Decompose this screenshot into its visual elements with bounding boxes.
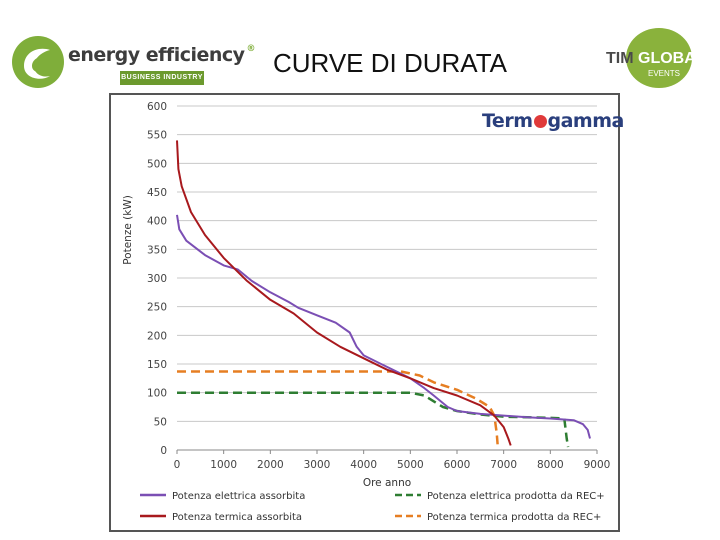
x-tick-label: 6000 bbox=[444, 459, 471, 471]
page-title: CURVE DI DURATA bbox=[272, 48, 508, 78]
series-line bbox=[176, 140, 512, 446]
energy-efficiency-logo: energy efficiency ® BUSINESS INDUSTRY bbox=[12, 36, 256, 92]
legend-label: Potenza termica prodotta da REC+ bbox=[427, 512, 601, 523]
y-tick-label: 450 bbox=[147, 187, 167, 199]
y-tick-label: 300 bbox=[147, 273, 167, 285]
y-tick-label: 200 bbox=[147, 330, 167, 342]
x-tick-label: 4000 bbox=[350, 459, 377, 471]
x-axis-title: Ore anno bbox=[363, 477, 411, 489]
y-tick-label: 150 bbox=[147, 359, 167, 371]
x-tick-label: 1000 bbox=[210, 459, 237, 471]
x-tick-label: 0 bbox=[174, 459, 181, 471]
legend-label: Potenza elettrica assorbita bbox=[172, 491, 305, 502]
y-tick-label: 0 bbox=[160, 445, 167, 457]
legend-label: Potenza termica assorbita bbox=[172, 512, 302, 523]
x-tick-label: 2000 bbox=[257, 459, 284, 471]
timglobal-events-text: EVENTS bbox=[648, 69, 681, 78]
termogamma-o-icon bbox=[533, 115, 547, 128]
legend-label: Potenza elettrica prodotta da REC+ bbox=[427, 491, 605, 502]
y-tick-label: 500 bbox=[147, 158, 167, 170]
logo-brand-text: energy efficiency ® bbox=[68, 44, 256, 66]
timglobal-tim-text: TIM bbox=[606, 50, 634, 67]
y-tick-label: 100 bbox=[147, 388, 167, 400]
series-line bbox=[176, 214, 591, 439]
timglobal-global-text: GLOBAL bbox=[638, 50, 706, 67]
y-tick-label: 250 bbox=[147, 302, 167, 314]
series-line bbox=[177, 370, 499, 445]
leaf-logo-icon bbox=[12, 36, 64, 88]
timglobal-circle-icon bbox=[626, 28, 692, 88]
y-axis-title: Potenze (kW) bbox=[122, 195, 134, 265]
x-tick-label: 5000 bbox=[397, 459, 424, 471]
x-tick-label: 8000 bbox=[537, 459, 564, 471]
logo-tagline: BUSINESS INDUSTRY bbox=[120, 71, 204, 85]
x-tick-label: 7000 bbox=[490, 459, 517, 471]
y-tick-label: 600 bbox=[147, 101, 167, 113]
y-tick-label: 350 bbox=[147, 244, 167, 256]
x-tick-label: 9000 bbox=[584, 459, 611, 471]
timglobal-logo: TIM GLOBAL EVENTS bbox=[600, 28, 710, 88]
x-tick-label: 3000 bbox=[304, 459, 331, 471]
y-tick-label: 550 bbox=[147, 130, 167, 142]
chart-frame bbox=[109, 93, 620, 532]
termogamma-logo: Term gamma bbox=[482, 110, 624, 132]
y-tick-label: 50 bbox=[154, 416, 167, 428]
y-tick-label: 400 bbox=[147, 216, 167, 228]
